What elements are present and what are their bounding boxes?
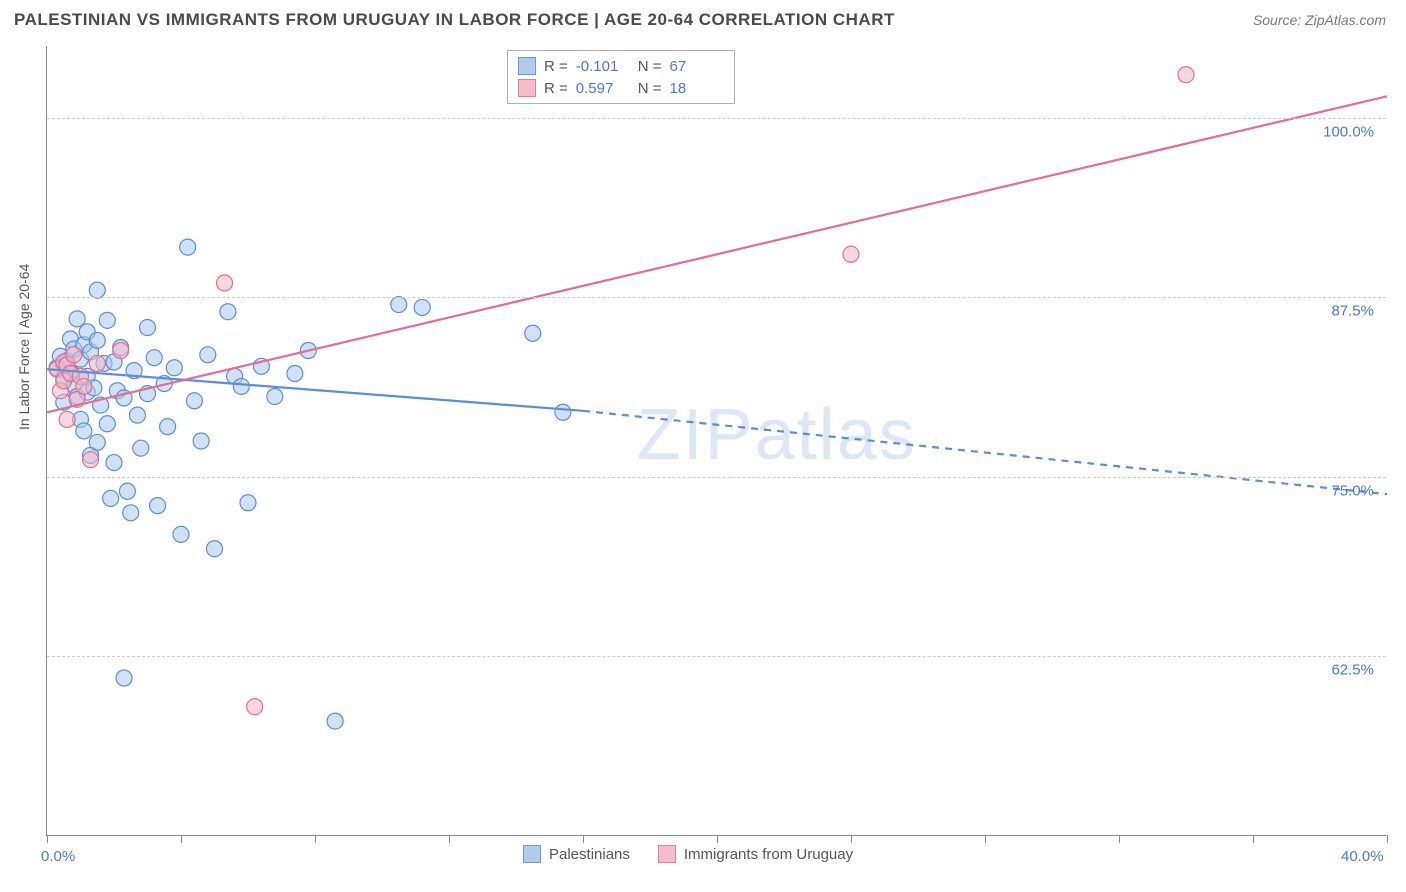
corr-r-label: R = xyxy=(544,80,568,97)
x-tick xyxy=(1253,835,1254,843)
x-tick xyxy=(315,835,316,843)
corr-n-label: N = xyxy=(638,58,662,75)
x-tick xyxy=(583,835,584,843)
x-tick xyxy=(1387,835,1388,843)
source-label: Source: ZipAtlas.com xyxy=(1253,12,1386,28)
swatch-uruguay xyxy=(658,845,676,863)
corr-n-label: N = xyxy=(638,80,662,97)
swatch-palestinians xyxy=(523,845,541,863)
y-tick-label: 87.5% xyxy=(1331,303,1374,320)
corr-r-label: R = xyxy=(544,58,568,75)
plot-area: ZIPatlas R = -0.101 N = 67 R = 0.597 N =… xyxy=(46,46,1386,836)
legend-item-1: Immigrants from Uruguay xyxy=(658,845,853,863)
swatch-palestinians xyxy=(518,57,536,75)
x-tick xyxy=(47,835,48,843)
x-tick-label: 0.0% xyxy=(41,848,75,865)
corr-row-0: R = -0.101 N = 67 xyxy=(518,55,724,77)
grid-line xyxy=(47,297,1386,298)
correlation-box: R = -0.101 N = 67 R = 0.597 N = 18 xyxy=(507,50,735,104)
x-tick xyxy=(851,835,852,843)
x-tick xyxy=(181,835,182,843)
legend-label-0: Palestinians xyxy=(549,846,630,863)
y-tick-label: 62.5% xyxy=(1331,662,1374,679)
x-tick xyxy=(449,835,450,843)
corr-r-1: 0.597 xyxy=(576,80,630,97)
corr-n-1: 18 xyxy=(670,80,724,97)
x-tick-label: 40.0% xyxy=(1341,848,1384,865)
y-tick-label: 75.0% xyxy=(1331,482,1374,499)
chart-title: PALESTINIAN VS IMMIGRANTS FROM URUGUAY I… xyxy=(14,10,895,30)
legend-item-0: Palestinians xyxy=(523,845,630,863)
legend: Palestinians Immigrants from Uruguay xyxy=(513,842,863,866)
corr-n-0: 67 xyxy=(670,58,724,75)
grid-line xyxy=(47,656,1386,657)
corr-row-1: R = 0.597 N = 18 xyxy=(518,77,724,99)
scatter-chart xyxy=(47,46,1387,836)
corr-r-0: -0.101 xyxy=(576,58,630,75)
x-tick xyxy=(985,835,986,843)
grid-line xyxy=(47,477,1386,478)
legend-label-1: Immigrants from Uruguay xyxy=(684,846,853,863)
y-axis-label: In Labor Force | Age 20-64 xyxy=(16,264,32,430)
swatch-uruguay xyxy=(518,79,536,97)
y-tick-label: 100.0% xyxy=(1323,123,1374,140)
x-tick xyxy=(717,835,718,843)
grid-line xyxy=(47,118,1386,119)
x-tick xyxy=(1119,835,1120,843)
